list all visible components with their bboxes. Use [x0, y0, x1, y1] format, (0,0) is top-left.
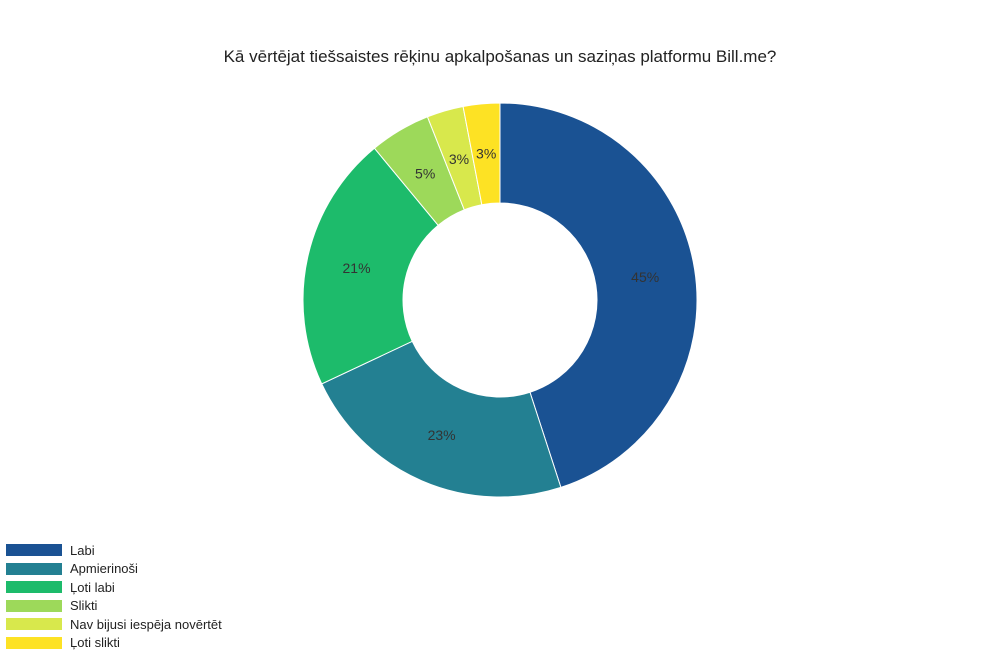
legend-label: Slikti: [70, 598, 98, 614]
slice-1: [321, 340, 562, 498]
legend-swatch: [6, 618, 62, 631]
legend-swatch: [6, 581, 62, 594]
legend-swatch: [6, 562, 62, 575]
legend-label: Labi: [70, 542, 95, 558]
legend-label: Ļoti labi: [70, 579, 115, 595]
slice-label-3: 5%: [415, 165, 435, 181]
legend-label: Ļoti slikti: [70, 635, 120, 651]
legend-label: Apmierinoši: [70, 561, 138, 577]
legend-swatch: [6, 599, 62, 612]
slice-2: [302, 147, 439, 385]
legend-swatch: [6, 636, 62, 649]
legend-label: Nav bijusi iespēja novērtēt: [70, 616, 222, 632]
slice-5: [462, 102, 501, 206]
slice-label-5: 3%: [476, 146, 496, 162]
legend-item-1: Apmierinoši: [6, 560, 222, 579]
legend-swatch: [6, 544, 62, 557]
slice-label-1: 23%: [428, 427, 456, 443]
slice-0: [499, 102, 698, 488]
legend-item-0: Labi: [6, 541, 222, 560]
chart-legend: Labi Apmierinoši Ļoti labi Slikti Nav bijusi…: [6, 541, 222, 652]
chart-title: Kā vērtējat tiešsaistes rēķinu apkalpoša…: [223, 47, 777, 66]
legend-item-4: Nav bijusi iespēja novērtēt: [6, 615, 222, 634]
slice-label-2: 21%: [343, 260, 371, 276]
legend-item-3: Slikti: [6, 597, 222, 616]
slice-label-4: 3%: [449, 151, 469, 167]
legend-item-2: Ļoti labi: [6, 578, 222, 597]
slice-label-0: 45%: [631, 269, 659, 285]
legend-item-5: Ļoti slikti: [6, 634, 222, 653]
